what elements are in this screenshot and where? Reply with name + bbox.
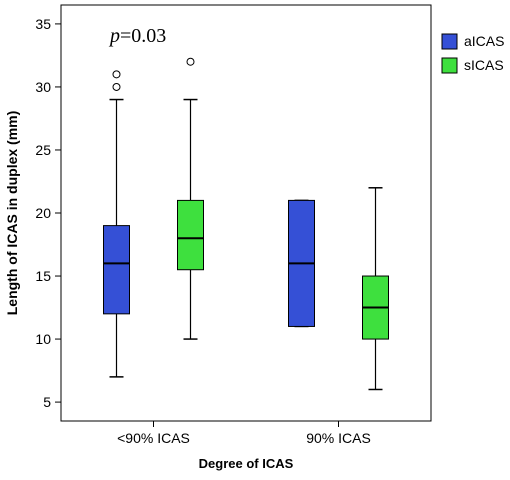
legend-label-aICAS: aICAS — [464, 33, 504, 49]
y-tick-label: 25 — [35, 142, 51, 158]
outlier-point — [186, 57, 195, 66]
x-tick-label: <90% ICAS — [117, 430, 190, 446]
p-symbol: p — [108, 25, 120, 47]
p-value-annotation: p=0.03 — [108, 25, 166, 47]
y-tick-label: 30 — [35, 79, 51, 95]
legend: aICAS sICAS — [441, 33, 504, 74]
box-series-group — [103, 57, 389, 391]
box-aICAS-2 — [288, 199, 315, 328]
box-aICAS-1 — [103, 70, 130, 378]
legend-label-sICAS: sICAS — [464, 57, 504, 73]
box-sICAS-2 — [362, 187, 389, 391]
y-tick-label: 10 — [35, 331, 51, 347]
y-tick-label: 5 — [43, 394, 51, 410]
iqr-box — [103, 225, 130, 315]
outlier-point — [112, 82, 121, 91]
legend-swatch-sICAS — [441, 57, 458, 74]
y-tick-label: 35 — [35, 16, 51, 32]
p-value-text: =0.03 — [120, 25, 166, 47]
iqr-box — [177, 199, 204, 271]
y-axis-label: Length of ICAS in duplex (mm) — [4, 111, 20, 316]
x-tick-label: 90% ICAS — [306, 430, 371, 446]
box-sICAS-1 — [177, 57, 204, 340]
y-axis: 5 10 15 20 25 30 35 — [35, 16, 61, 410]
outlier-point — [112, 70, 121, 79]
y-tick-label: 15 — [35, 268, 51, 284]
y-tick-label: 20 — [35, 205, 51, 221]
legend-swatch-aICAS — [441, 33, 458, 50]
x-axis: <90% ICAS 90% ICAS — [117, 421, 371, 446]
plot-frame — [60, 4, 432, 422]
x-axis-label: Degree of ICAS — [199, 456, 294, 471]
